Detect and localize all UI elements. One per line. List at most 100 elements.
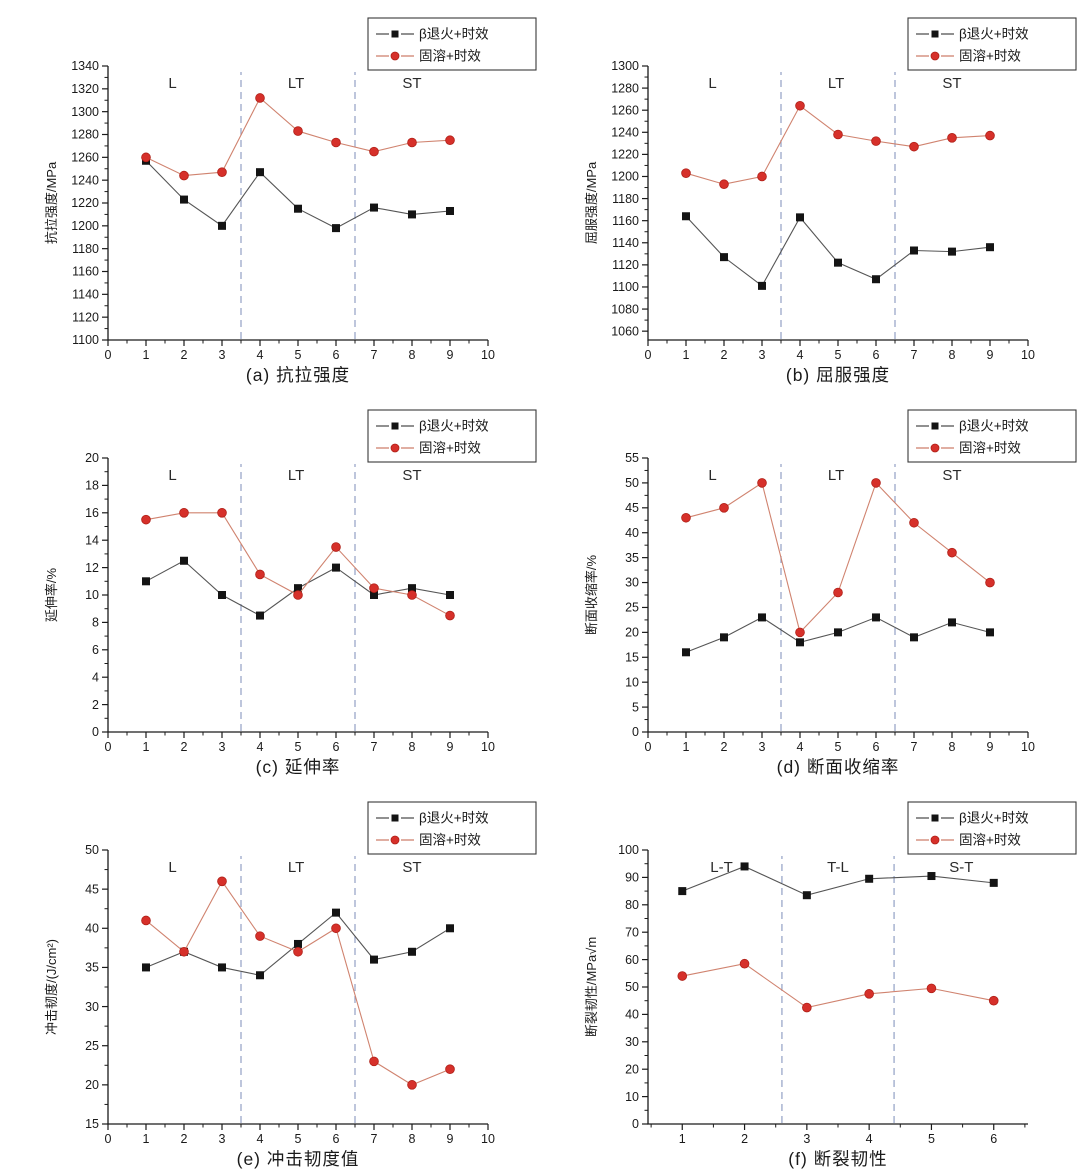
series-beta-anneal-aging [682, 212, 994, 290]
data-point-square [989, 878, 998, 887]
data-point-circle [795, 627, 805, 638]
data-point-circle [369, 1056, 379, 1067]
data-point-square [948, 618, 956, 627]
x-axis: 0 1 2 3 4 5 6 7 8 9 10 [645, 732, 1035, 754]
data-point-square [678, 887, 687, 896]
data-point-square [758, 613, 766, 622]
region-label: S-T [949, 859, 973, 876]
data-point-circle [833, 587, 843, 598]
y-axis-title: 断裂韧性/MPa√m [584, 937, 599, 1037]
chart-canvas-b: L LT ST 0 1 2 3 4 5 6 7 8 9 10 1060 1080 1100 1120 1140 116… [584, 17, 1077, 362]
data-point-circle [179, 170, 189, 181]
data-point-circle [719, 179, 729, 190]
x-axis: 1 2 3 4 5 6 [650, 1124, 1026, 1146]
data-point-circle [445, 135, 455, 146]
x-tick-label: 7 [371, 740, 378, 754]
y-axis-title: 屈服强度/MPa [584, 161, 599, 244]
x-axis: 0 1 2 3 4 5 6 7 8 9 10 [645, 340, 1035, 362]
data-point-circle [445, 1064, 455, 1075]
y-tick-label: 1120 [72, 310, 99, 324]
legend-marker-square [931, 30, 939, 38]
y-tick-label: 8 [92, 616, 99, 630]
region-labels: L LT ST [708, 75, 961, 92]
legend-label: β退火+时效 [419, 419, 489, 434]
x-tick-label: 8 [949, 348, 956, 362]
data-point-square [218, 591, 226, 599]
x-tick-label: 8 [409, 1132, 416, 1146]
data-point-circle [739, 958, 750, 969]
chart-panel-b: L LT ST 0 1 2 3 4 5 6 7 8 9 10 1060 1080 1100 1120 1140 116… [540, 0, 1080, 392]
x-tick-label: 6 [873, 740, 880, 754]
x-tick-label: 2 [181, 740, 188, 754]
region-labels: L-T T-L S-T [710, 859, 973, 876]
data-point-square [256, 971, 264, 980]
y-tick-label: 50 [85, 843, 99, 857]
data-point-square [986, 628, 994, 637]
legend-marker-square [391, 814, 399, 822]
y-tick-label: 14 [85, 533, 99, 547]
region-label: L [708, 467, 716, 484]
data-point-circle [217, 508, 227, 518]
data-point-square [986, 243, 994, 252]
x-tick-label: 3 [759, 740, 766, 754]
chart-canvas-e: L LT ST0 1 2 3 4 5 6 7 8 9 101520253035404550冲击韧度/(J… [44, 801, 537, 1146]
legend-label: β退火+时效 [959, 419, 1029, 434]
data-point-circle [757, 171, 767, 182]
y-tick-label: 40 [625, 1008, 639, 1022]
data-point-square [446, 206, 454, 215]
y-tick-label: 1200 [71, 219, 99, 233]
data-point-square [408, 210, 416, 219]
legend-label: β退火+时效 [959, 27, 1029, 42]
data-point-square [370, 203, 378, 212]
data-point-square [370, 591, 378, 599]
series-beta-anneal-aging [142, 908, 454, 980]
x-tick-label: 4 [866, 1132, 873, 1146]
series-beta-anneal-aging [142, 156, 454, 233]
legend-label: 固溶+时效 [959, 49, 1021, 64]
data-point-circle [757, 478, 767, 488]
series-beta-anneal-aging [678, 862, 998, 900]
legend-marker-circle [390, 835, 400, 845]
x-tick-label: 3 [219, 1132, 226, 1146]
y-tick-label: 10 [85, 588, 99, 602]
x-tick-label: 1 [143, 348, 150, 362]
series-solution-aging [681, 100, 995, 190]
data-point-square [332, 563, 340, 572]
x-tick-label: 3 [219, 348, 226, 362]
x-tick-label: 7 [911, 348, 918, 362]
data-point-circle [909, 141, 919, 152]
y-tick-label: 20 [625, 1062, 639, 1076]
y-tick-label: 35 [85, 961, 99, 975]
y-tick-label: 20 [85, 451, 99, 465]
y-tick-label: 1200 [611, 170, 639, 184]
data-point-square [758, 281, 766, 290]
x-tick-label: 10 [481, 1132, 495, 1146]
chart-panel-c: L LT ST 0 1 2 3 4 5 6 7 8 9 10 0 2 4 6 8 10 12 14 16 18 20 延伸率/% β… [0, 392, 540, 784]
region-dividers [240, 856, 356, 1123]
data-point-circle [985, 130, 995, 141]
x-tick-label: 2 [721, 740, 728, 754]
y-tick-label: 6 [92, 643, 99, 657]
x-tick-label: 3 [759, 348, 766, 362]
data-point-square [142, 577, 150, 586]
y-tick-label: 25 [625, 601, 639, 615]
y-tick-label: 2 [92, 698, 99, 712]
x-tick-label: 4 [797, 348, 804, 362]
x-tick-label: 2 [181, 1132, 188, 1146]
series-solution-aging [681, 478, 995, 638]
x-tick-label: 0 [105, 740, 112, 754]
chart-panel-a: L LT ST 0 1 2 3 4 5 6 7 8 9 10 1100 1120 1140 1160 1180 120… [0, 0, 540, 392]
x-tick-label: 6 [333, 740, 340, 754]
series-solution-aging [141, 876, 455, 1090]
y-tick-label: 70 [625, 925, 639, 939]
data-point-circle [407, 1080, 417, 1090]
y-tick-label: 1100 [72, 333, 99, 347]
y-tick-label: 1060 [611, 324, 639, 338]
y-tick-label: 1220 [611, 148, 639, 162]
chart-caption-e: (e) 冲击韧度值 [236, 1149, 360, 1169]
axes-frame [107, 850, 488, 1125]
y-tick-label: 1240 [71, 173, 99, 187]
